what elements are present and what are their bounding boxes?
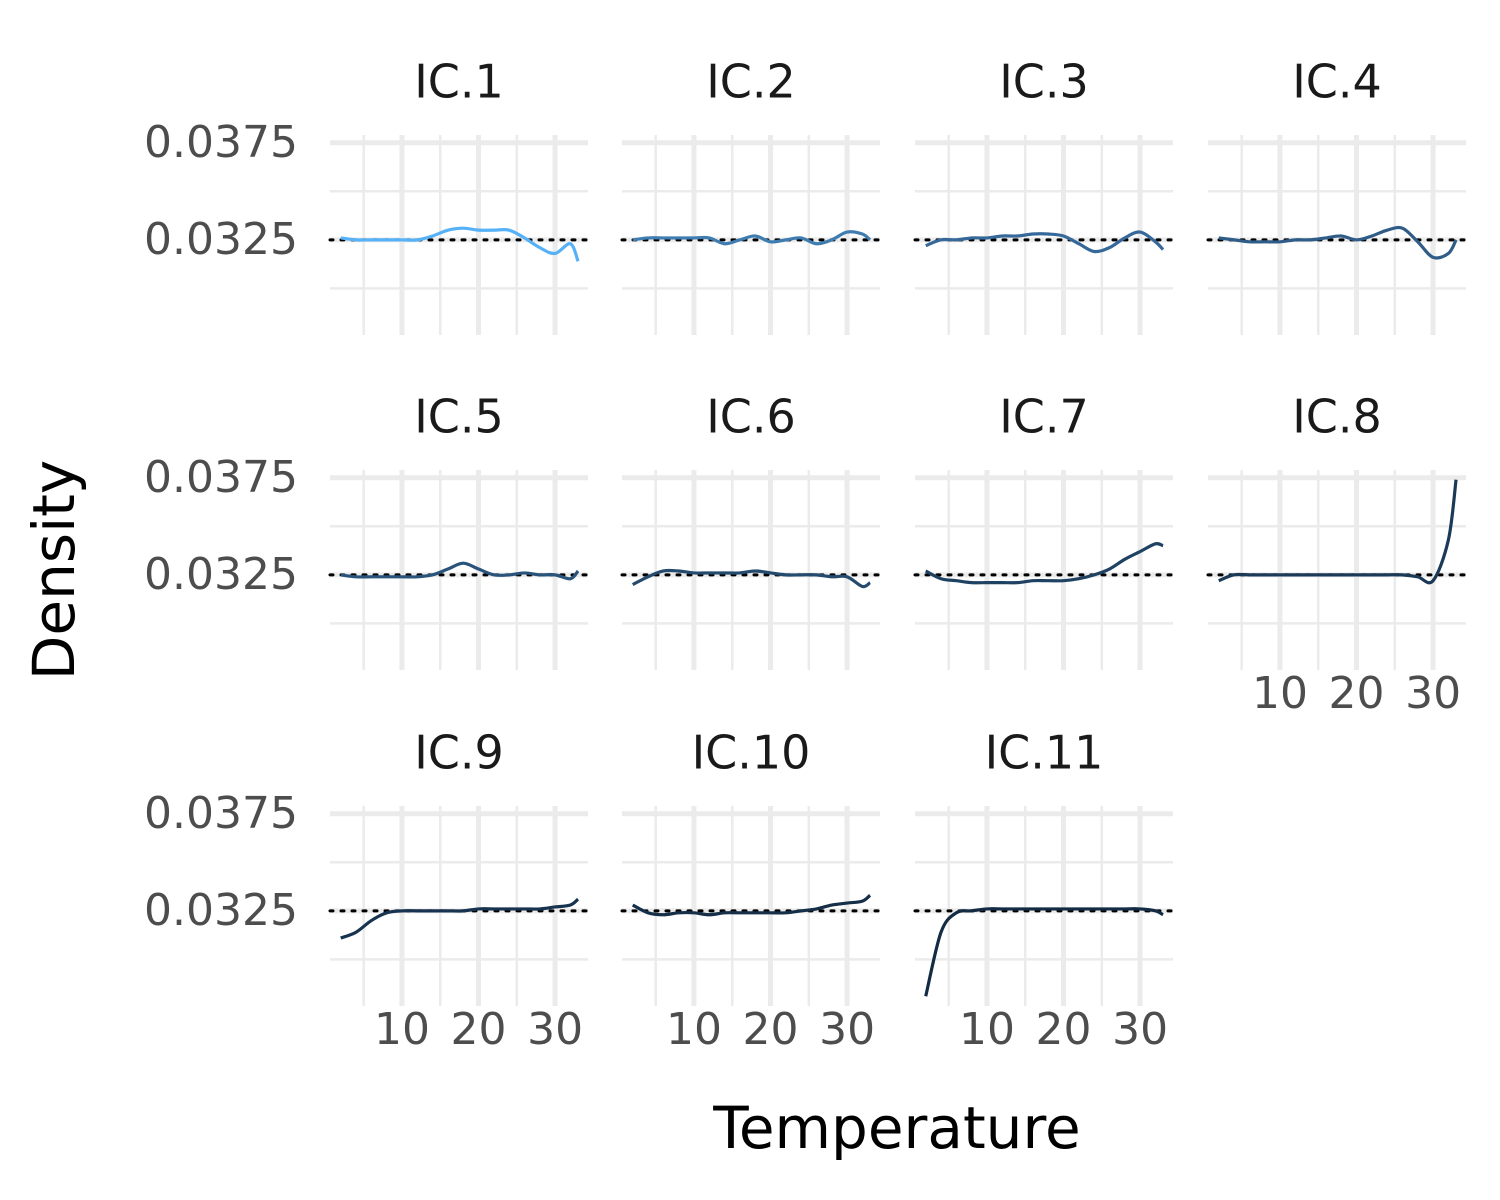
x-tick-label: 10 bbox=[959, 1004, 1015, 1055]
x-tick-label: 30 bbox=[1405, 668, 1461, 719]
x-tick-label: 10 bbox=[666, 1004, 722, 1055]
panel-title: IC.4 bbox=[1292, 55, 1382, 109]
x-tick-label: 20 bbox=[743, 1004, 799, 1055]
panel-title: IC.9 bbox=[414, 726, 504, 780]
panel-title: IC.7 bbox=[999, 390, 1089, 444]
x-axis-title: Temperature bbox=[712, 1094, 1080, 1162]
y-tick-label: 0.0375 bbox=[144, 117, 298, 168]
panel-title: IC.8 bbox=[1292, 390, 1382, 444]
panel-title: IC.3 bbox=[999, 55, 1089, 109]
y-tick-label: 0.0375 bbox=[144, 788, 298, 839]
density-line bbox=[925, 230, 1165, 254]
x-tick-label: 10 bbox=[1252, 668, 1308, 719]
y-axis-title: Density bbox=[20, 460, 88, 681]
x-tick-label: 30 bbox=[527, 1004, 583, 1055]
panel-title: IC.11 bbox=[985, 726, 1104, 780]
panel-title: IC.10 bbox=[692, 726, 811, 780]
x-tick-label: 20 bbox=[1329, 668, 1385, 719]
density-line bbox=[632, 230, 872, 246]
panel-title: IC.1 bbox=[414, 55, 504, 109]
density-line bbox=[340, 561, 580, 581]
density-line bbox=[631, 894, 872, 917]
x-tick-label: 20 bbox=[1036, 1004, 1092, 1055]
density-line bbox=[1218, 225, 1458, 260]
density-line bbox=[340, 226, 580, 262]
density-line bbox=[924, 541, 1164, 585]
density-line bbox=[631, 568, 871, 589]
x-tick-label: 20 bbox=[451, 1004, 507, 1055]
y-tick-label: 0.0325 bbox=[144, 214, 298, 265]
density-line bbox=[924, 907, 1164, 997]
density-line bbox=[1218, 479, 1458, 585]
panel-title: IC.5 bbox=[414, 390, 504, 444]
x-tick-label: 30 bbox=[1112, 1004, 1168, 1055]
y-tick-label: 0.0325 bbox=[144, 885, 298, 936]
density-line bbox=[340, 897, 580, 940]
panel-title: IC.2 bbox=[706, 55, 796, 109]
y-tick-label: 0.0375 bbox=[144, 452, 298, 503]
y-tick-label: 0.0325 bbox=[144, 549, 298, 600]
x-tick-label: 30 bbox=[819, 1004, 875, 1055]
x-tick-label: 10 bbox=[374, 1004, 430, 1055]
panel-title: IC.6 bbox=[706, 390, 796, 444]
